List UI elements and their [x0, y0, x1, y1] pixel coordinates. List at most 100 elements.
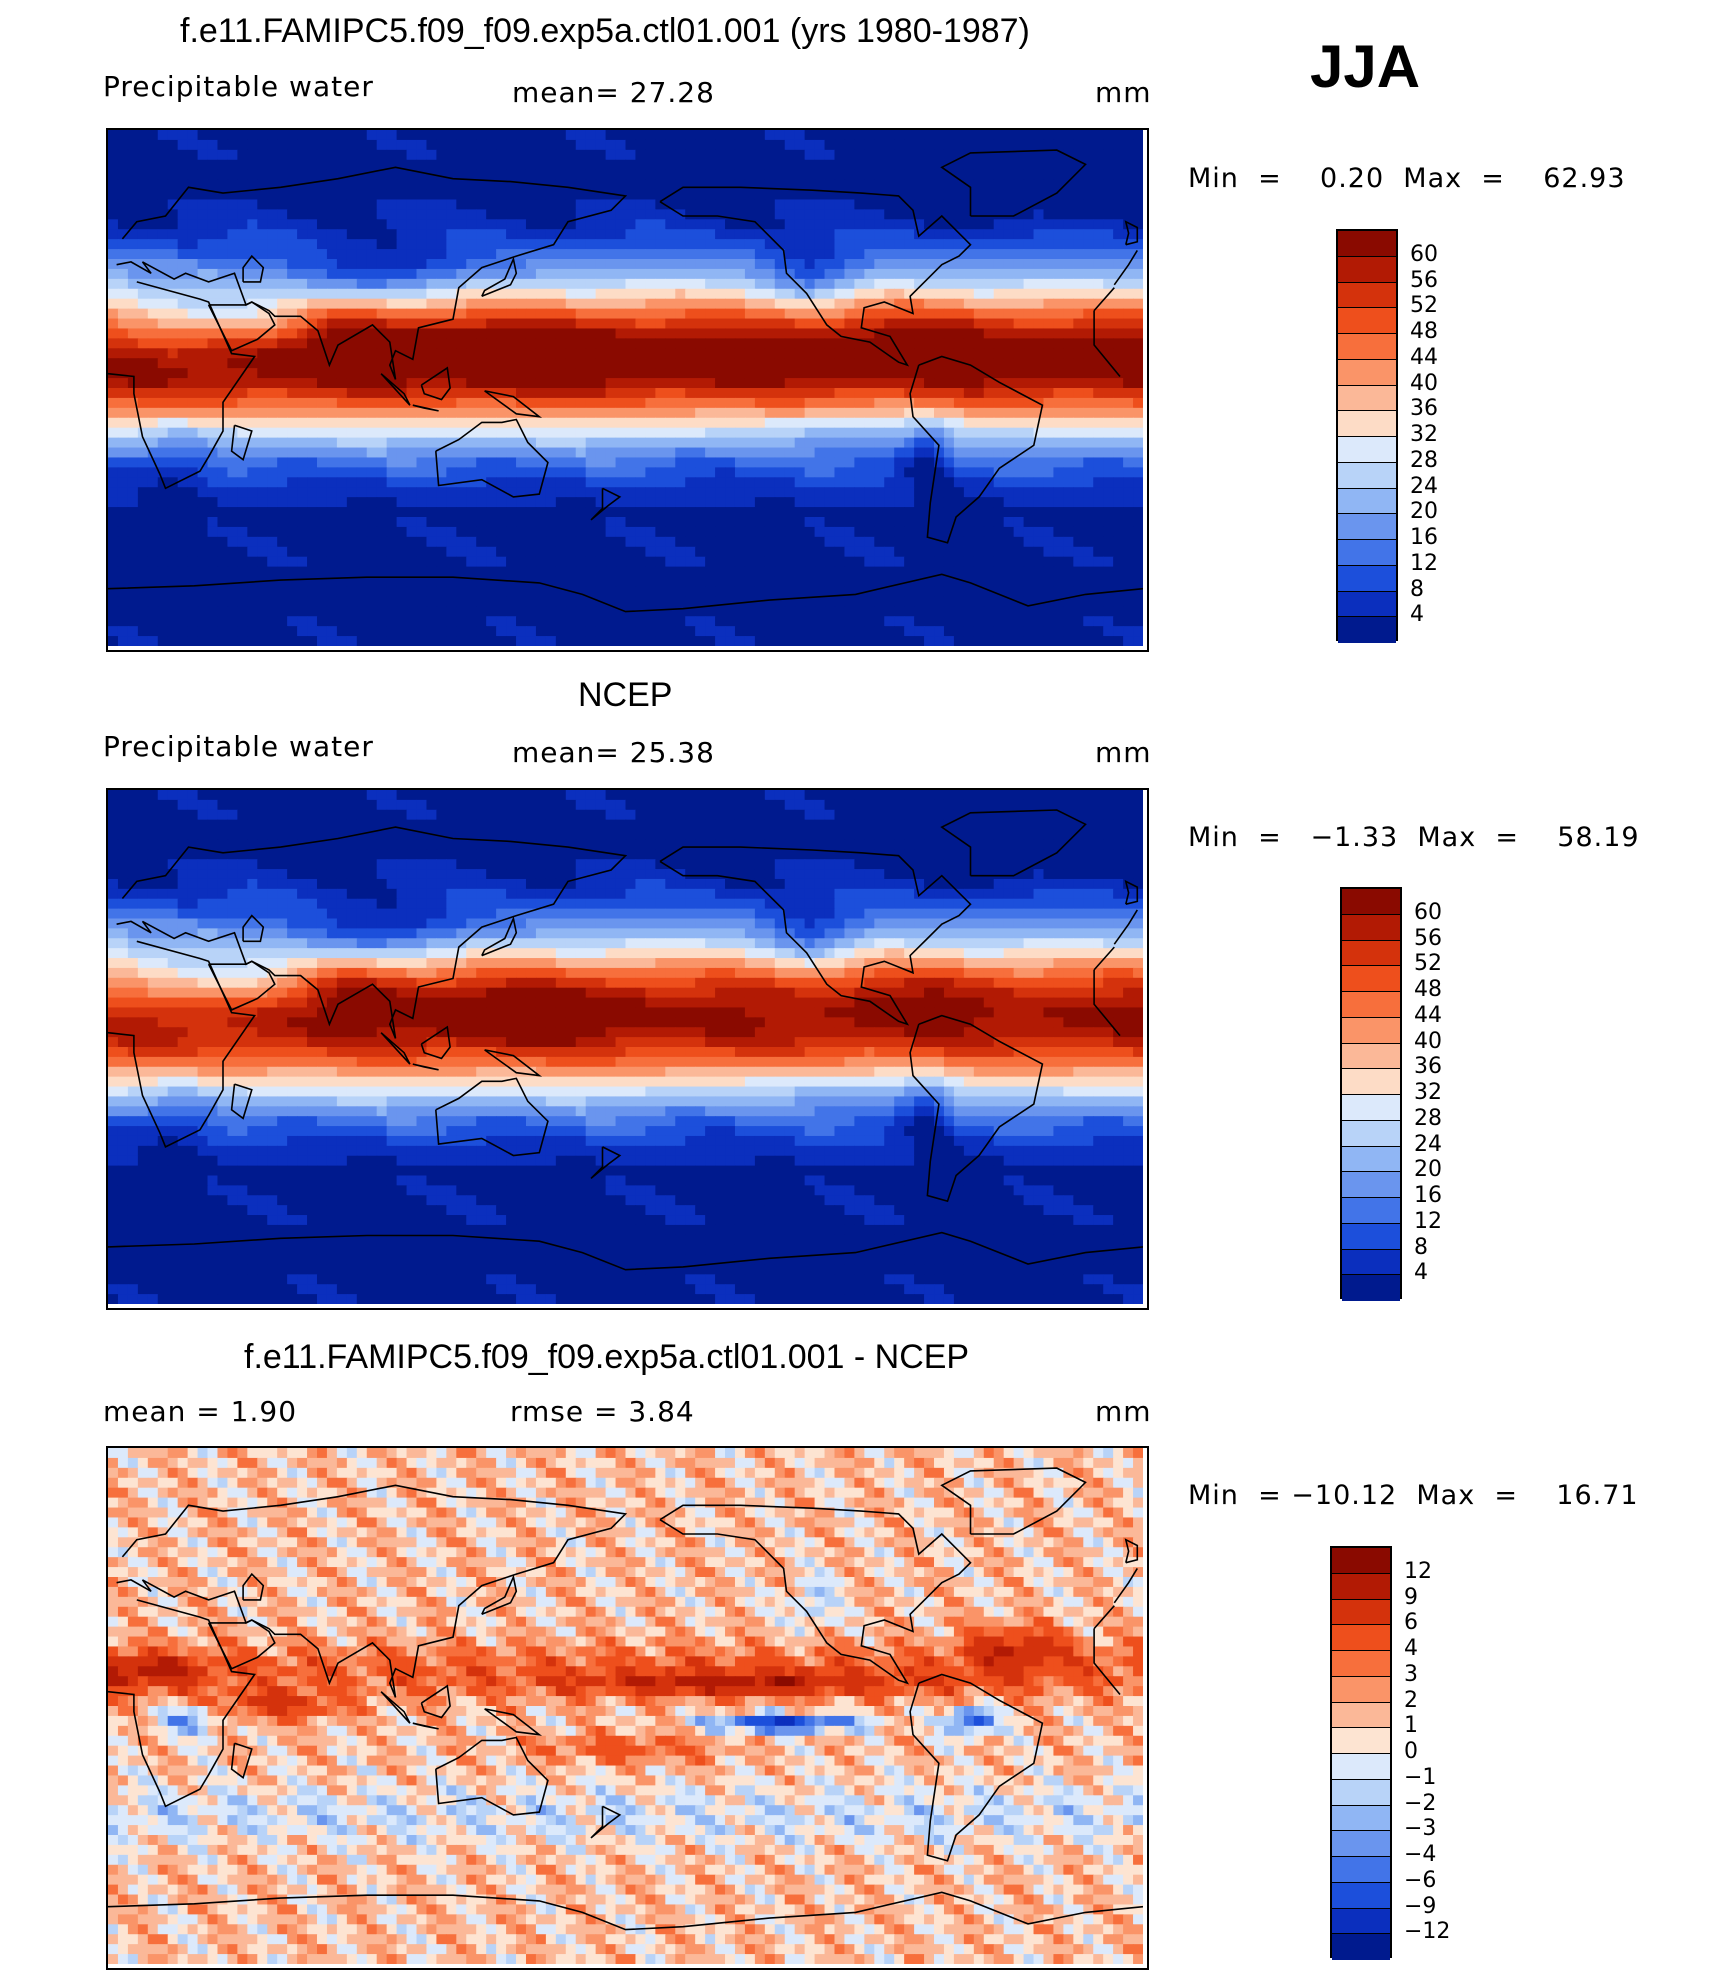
- colorbar-swatch: [1338, 334, 1396, 360]
- colorbar-swatch: [1338, 591, 1396, 618]
- coastline: [380, 373, 411, 406]
- colorbar-tick-label: 16: [1410, 525, 1438, 550]
- colorbar-tick-label: −12: [1404, 1919, 1451, 1945]
- coastline: [242, 254, 265, 283]
- panel-2-colorbar: 60 56 52 48 44 40 36 32 28 24 20 16 12 8 4: [1340, 887, 1442, 1301]
- coastline: [940, 809, 1087, 877]
- colorbar-tick-label: 24: [1410, 473, 1438, 499]
- colorbar-swatch: [1342, 1198, 1400, 1224]
- colorbar-tick-label: −2: [1404, 1790, 1437, 1816]
- coastline: [412, 1063, 439, 1071]
- coastline: [435, 1736, 549, 1816]
- colorbar-swatch: [1342, 914, 1400, 941]
- coastline: [481, 915, 518, 957]
- colorbar-tick-label: 44: [1414, 1002, 1442, 1028]
- coastline: [412, 1722, 439, 1730]
- colorbar-swatch: [1338, 359, 1396, 386]
- colorbar-swatch: [1342, 1275, 1400, 1301]
- coastline: [909, 1673, 1044, 1862]
- colorbar-swatch: [1332, 1882, 1390, 1909]
- coastline: [909, 1014, 1044, 1203]
- colorbar-tick-label: 56: [1410, 267, 1438, 293]
- colorbar-tick-label: 28: [1410, 447, 1438, 473]
- colorbar-swatch: [1332, 1728, 1390, 1754]
- colorbar-swatch: [1342, 1095, 1400, 1121]
- panel-3-minmax: Min = −10.12 Max = 16.71: [1188, 1480, 1639, 1511]
- coastline: [1124, 1538, 1139, 1564]
- panel-1-colorbar: 60 56 52 48 44 40 36 32 28 24 20 16 12 8 4: [1336, 229, 1438, 643]
- colorbar-tick-label: 20: [1414, 1157, 1442, 1183]
- colorbar-swatch: [1342, 1120, 1400, 1147]
- colorbar-swatch: [1338, 462, 1396, 489]
- colorbar-tick-label: 36: [1410, 396, 1438, 422]
- colorbar-box: [1330, 1546, 1392, 1960]
- panel-2-minmax: Min = −1.33 Max = 58.19: [1188, 822, 1640, 853]
- map-field: [108, 790, 1143, 1304]
- colorbar-swatch: [1338, 411, 1396, 437]
- colorbar-tick-label: 9: [1404, 1584, 1418, 1610]
- coastline: [1113, 909, 1138, 945]
- colorbar-swatch: [1332, 1831, 1390, 1857]
- colorbar-swatch: [1342, 992, 1400, 1018]
- colorbar-tick-label: 0: [1404, 1739, 1418, 1764]
- colorbar-swatch: [1332, 1702, 1390, 1729]
- panel-3-title: f.e11.FAMIPC5.f09_f09.exp5a.ctl01.001 - …: [244, 1338, 970, 1376]
- coastline: [420, 366, 451, 401]
- colorbar-tick-label: 3: [1404, 1661, 1418, 1687]
- coastline: [207, 960, 276, 1011]
- panel-2-variable-label: Precipitable water: [103, 730, 374, 763]
- colorbar-tick-label: −9: [1404, 1893, 1437, 1919]
- map-field: [108, 130, 1143, 646]
- colorbar-tick-label: 48: [1414, 977, 1442, 1002]
- colorbar-tick-label: −3: [1404, 1816, 1437, 1842]
- colorbar-tick-label: 36: [1414, 1054, 1442, 1080]
- colorbar-tick-label: 56: [1414, 925, 1442, 951]
- coastline: [659, 186, 972, 367]
- coastline: [1093, 1628, 1121, 1696]
- coastline: [659, 846, 972, 1026]
- coastline: [116, 826, 628, 1039]
- colorbar-tick-label: 20: [1410, 499, 1438, 525]
- coastline: [230, 1083, 253, 1120]
- colorbar-swatch: [1332, 1625, 1390, 1651]
- colorbar-swatch: [1338, 308, 1396, 334]
- colorbar-swatch: [1332, 1754, 1390, 1780]
- coastline: [420, 1684, 451, 1719]
- colorbar-box: [1336, 229, 1398, 643]
- colorbar-swatch: [1332, 1857, 1390, 1883]
- colorbar-tick-label: 60: [1414, 899, 1442, 925]
- coastline: [1093, 1605, 1115, 1630]
- coastline: [420, 1025, 451, 1060]
- colorbar-tick-label: 12: [1414, 1208, 1442, 1234]
- colorbar-tick-label: 32: [1410, 422, 1438, 447]
- panel-2-units: mm: [1095, 736, 1152, 769]
- map-field: [108, 1448, 1143, 1964]
- coastline: [481, 1574, 518, 1616]
- colorbar-tick-label: 2: [1404, 1687, 1418, 1713]
- panel-3-units: mm: [1095, 1395, 1152, 1428]
- colorbar-swatch: [1342, 1043, 1400, 1070]
- coastline: [481, 256, 518, 298]
- coastline: [940, 149, 1087, 217]
- colorbar-swatch: [1342, 1172, 1400, 1198]
- colorbar-swatch: [1338, 256, 1396, 283]
- colorbar-tick-label: 4: [1414, 1260, 1428, 1286]
- coastline: [230, 424, 253, 462]
- colorbar-swatch: [1342, 889, 1400, 915]
- panel-3-mean: mean = 1.90: [103, 1395, 298, 1428]
- coastline: [590, 1146, 622, 1180]
- colorbar-tick-label: 48: [1410, 319, 1438, 344]
- colorbar-tick-label: 40: [1414, 1028, 1442, 1054]
- coastline: [1093, 969, 1121, 1037]
- coastline: [909, 355, 1044, 544]
- panel-2-mean: mean= 25.38: [512, 736, 715, 769]
- colorbar-box: [1340, 887, 1402, 1301]
- coastline: [380, 1691, 411, 1724]
- colorbar-tick-label: 12: [1404, 1558, 1432, 1584]
- colorbar-tick-label: 1: [1404, 1713, 1418, 1739]
- coastline: [590, 1805, 622, 1839]
- colorbar-swatch: [1338, 514, 1396, 540]
- colorbar-tick-label: 4: [1404, 1636, 1418, 1661]
- coastline: [1124, 220, 1139, 246]
- colorbar-swatch: [1342, 1146, 1400, 1173]
